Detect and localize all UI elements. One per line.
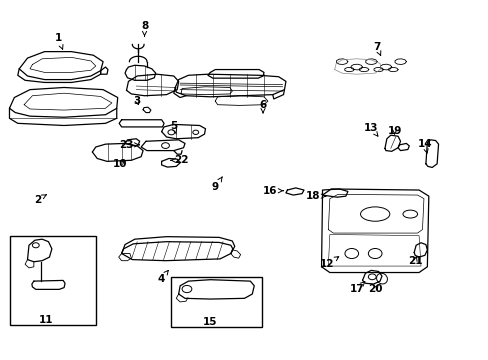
Text: 16: 16	[263, 186, 283, 196]
Text: 14: 14	[417, 139, 431, 153]
Text: 11: 11	[39, 315, 53, 325]
Text: 17: 17	[348, 282, 364, 294]
Text: 5: 5	[170, 121, 177, 134]
Text: 19: 19	[386, 126, 401, 135]
Bar	[10, 235, 96, 325]
Text: 1: 1	[55, 33, 63, 49]
Text: 21: 21	[407, 256, 422, 266]
Text: 20: 20	[367, 284, 382, 294]
Text: 12: 12	[320, 257, 338, 269]
Text: 23: 23	[119, 140, 139, 150]
Text: 8: 8	[141, 21, 148, 36]
Text: 6: 6	[259, 100, 266, 113]
Text: 9: 9	[211, 177, 222, 192]
Text: 18: 18	[305, 191, 325, 201]
Text: 4: 4	[158, 270, 168, 284]
Text: 2: 2	[34, 195, 46, 205]
Bar	[171, 277, 261, 327]
Text: 3: 3	[133, 96, 141, 106]
Text: 13: 13	[363, 123, 378, 136]
Text: 10: 10	[113, 159, 127, 169]
Text: 22: 22	[171, 155, 188, 165]
Text: 15: 15	[203, 317, 217, 327]
Text: 7: 7	[373, 42, 380, 55]
